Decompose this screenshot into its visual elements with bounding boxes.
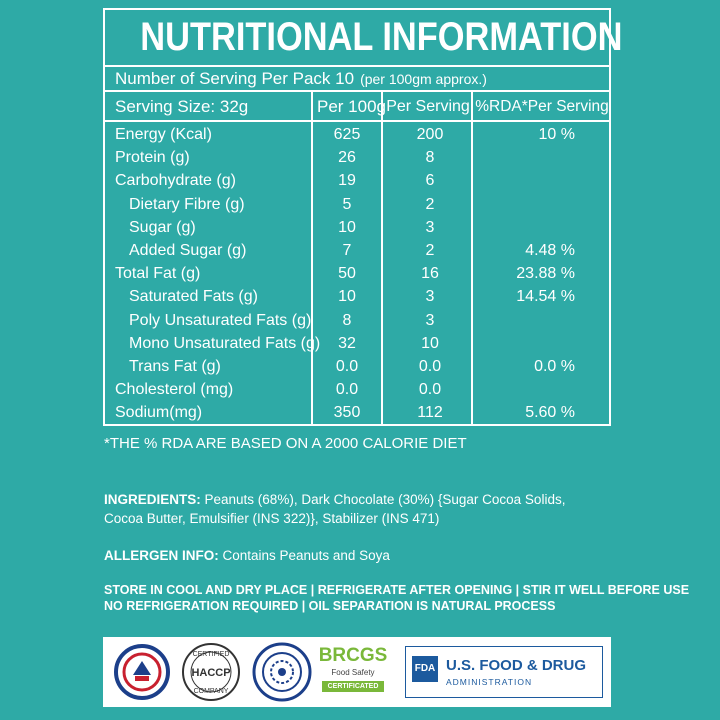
table-row: Energy (Kcal) 625 200 10 % xyxy=(105,123,609,146)
table-row: Sugar (g) 10 3 xyxy=(105,216,609,239)
per-serving-value: 0.0 xyxy=(418,358,442,375)
per-100g-value: 0.0 xyxy=(335,381,359,399)
haccp-certified-icon: CERTIFIED HACCP COMPANY xyxy=(182,643,240,701)
per-serving-value: 8 xyxy=(425,149,435,167)
per-serving-value: 2 xyxy=(425,195,435,213)
fda-line-1: U.S. FOOD & DRUG xyxy=(446,657,587,674)
header-per-serving: Per Serving xyxy=(386,98,470,115)
header-rda: %RDA*Per Serving xyxy=(475,98,609,115)
allergen-text: Contains Peanuts and Soya xyxy=(218,548,390,563)
ingredients-line-2: Cocoa Butter, Emulsifier (INS 322)}, Sta… xyxy=(104,511,440,526)
nutrient-name: Sodium(mg) xyxy=(115,404,203,422)
nutrient-name: Protein (g) xyxy=(115,149,190,167)
brcgs-logo: BRCGS Food Safety CERTIFICATED xyxy=(318,645,388,701)
divider xyxy=(105,120,609,122)
fda-logo: FDA U.S. FOOD & DRUG ADMINISTRATION xyxy=(405,646,603,698)
rda-value: 0.0 % xyxy=(534,358,575,375)
per-100g-value: 0.0 xyxy=(335,358,359,375)
per-100g-value: 19 xyxy=(338,172,356,190)
halal-seal-icon xyxy=(252,642,312,702)
per-serving-value: 112 xyxy=(417,404,443,422)
rda-footnote: *THE % RDA ARE BASED ON A 2000 CALORIE D… xyxy=(104,435,467,452)
per-serving-value: 6 xyxy=(425,172,435,190)
per-serving-value: 16 xyxy=(421,265,439,283)
nutrient-name: Total Fat (g) xyxy=(115,265,201,283)
nutrition-panel: NUTRITIONAL INFORMATION Number of Servin… xyxy=(103,8,623,426)
storage-instructions: STORE IN COOL AND DRY PLACE | REFRIGERAT… xyxy=(104,582,689,614)
table-row: Total Fat (g) 50 16 23.88 % xyxy=(105,262,609,285)
per-100g-value: 26 xyxy=(338,149,356,167)
per-100g-value: 350 xyxy=(333,404,361,422)
servings-text: Number of Serving Per Pack 10 xyxy=(115,69,355,88)
storage-line-1: STORE IN COOL AND DRY PLACE | REFRIGERAT… xyxy=(104,583,690,597)
divider xyxy=(105,65,609,67)
per-serving-value: 3 xyxy=(425,311,435,329)
per-serving-value: 0.0 xyxy=(418,381,442,399)
storage-line-2: NO REFRIGERATION REQUIRED | OIL SEPARATI… xyxy=(104,599,556,613)
nutrient-name: Added Sugar (g) xyxy=(129,242,247,259)
nutrient-name: Poly Unsaturated Fats (g) xyxy=(129,311,312,329)
table-row: Protein (g) 26 8 xyxy=(105,146,609,169)
per-100g-value: 32 xyxy=(338,334,356,352)
header-per-100g: Per 100g xyxy=(317,97,386,116)
rda-value: 14.54 % xyxy=(516,288,575,306)
brcgs-subtext: Food Safety xyxy=(331,668,375,677)
per-100g-value: 5 xyxy=(342,195,352,213)
divider xyxy=(105,90,609,92)
haccp-bottom-text: COMPANY xyxy=(194,688,229,695)
per-100g-value: 50 xyxy=(338,265,356,283)
nutrient-name: Saturated Fats (g) xyxy=(129,288,258,306)
nutrient-name: Mono Unsaturated Fats (g) xyxy=(129,334,321,352)
column-divider xyxy=(471,90,473,424)
table-row: Added Sugar (g) 7 2 4.48 % xyxy=(105,239,609,262)
per-serving-value: 200 xyxy=(416,126,444,143)
per-serving-value: 3 xyxy=(425,288,435,306)
quality-seal-icon xyxy=(114,644,170,700)
haccp-mid-text: HACCP xyxy=(191,667,230,679)
table-row: Poly Unsaturated Fats (g) 8 3 xyxy=(105,309,609,332)
per-100g-value: 7 xyxy=(342,242,352,259)
allergen-label: ALLERGEN INFO: xyxy=(104,548,219,563)
per-serving-value: 3 xyxy=(425,218,435,236)
nutrition-title: NUTRITIONAL INFORMATION xyxy=(140,15,623,59)
rda-value: 23.88 % xyxy=(516,265,575,283)
table-row: Mono Unsaturated Fats (g) 32 10 xyxy=(105,332,609,355)
brcgs-certificated: CERTIFICATED xyxy=(322,681,384,692)
table-row: Dietary Fibre (g) 5 2 xyxy=(105,193,609,216)
certification-logos: CERTIFIED HACCP COMPANY BRCGS Food Safet… xyxy=(103,637,611,707)
per-100g-value: 10 xyxy=(338,218,356,236)
rda-value: 4.48 % xyxy=(525,242,575,259)
column-divider xyxy=(311,90,313,424)
haccp-top-text: CERTIFIED xyxy=(193,651,230,658)
servings-note: (per 100gm approx.) xyxy=(360,71,487,87)
nutrient-name: Carbohydrate (g) xyxy=(115,172,236,190)
rda-value: 10 % xyxy=(538,126,575,143)
table-row: Saturated Fats (g) 10 3 14.54 % xyxy=(105,285,609,308)
fda-badge: FDA xyxy=(412,656,438,682)
brcgs-text: BRCGS xyxy=(318,645,388,666)
per-100g-value: 10 xyxy=(338,288,356,306)
allergen-info: ALLERGEN INFO: Contains Peanuts and Soya xyxy=(104,546,390,565)
per-serving-value: 10 xyxy=(421,334,439,352)
table-row: Sodium(mg) 350 112 5.60 % xyxy=(105,401,609,424)
nutrient-name: Energy (Kcal) xyxy=(115,126,212,143)
column-divider xyxy=(381,90,383,424)
table-row: Trans Fat (g) 0.0 0.0 0.0 % xyxy=(105,355,609,378)
nutrient-name: Sugar (g) xyxy=(129,218,196,236)
fda-line-2: ADMINISTRATION xyxy=(446,677,533,687)
per-100g-value: 8 xyxy=(342,311,352,329)
nutrient-name: Cholesterol (mg) xyxy=(115,381,234,399)
header-serving-size: Serving Size: 32g xyxy=(115,97,249,116)
ingredients-line-1: Peanuts (68%), Dark Chocolate (30%) {Sug… xyxy=(200,492,566,507)
ingredients-label: INGREDIENTS: xyxy=(104,492,201,507)
servings-per-pack: Number of Serving Per Pack 10 (per 100gm … xyxy=(115,68,487,90)
per-serving-value: 2 xyxy=(425,242,435,259)
nutrient-name: Dietary Fibre (g) xyxy=(129,195,245,213)
ingredients: INGREDIENTS: Peanuts (68%), Dark Chocola… xyxy=(104,490,565,528)
nutrient-name: Trans Fat (g) xyxy=(129,358,221,375)
table-row: Cholesterol (mg) 0.0 0.0 xyxy=(105,378,609,401)
table-row: Carbohydrate (g) 19 6 xyxy=(105,169,609,192)
rda-value: 5.60 % xyxy=(525,404,575,422)
per-100g-value: 625 xyxy=(333,126,361,143)
